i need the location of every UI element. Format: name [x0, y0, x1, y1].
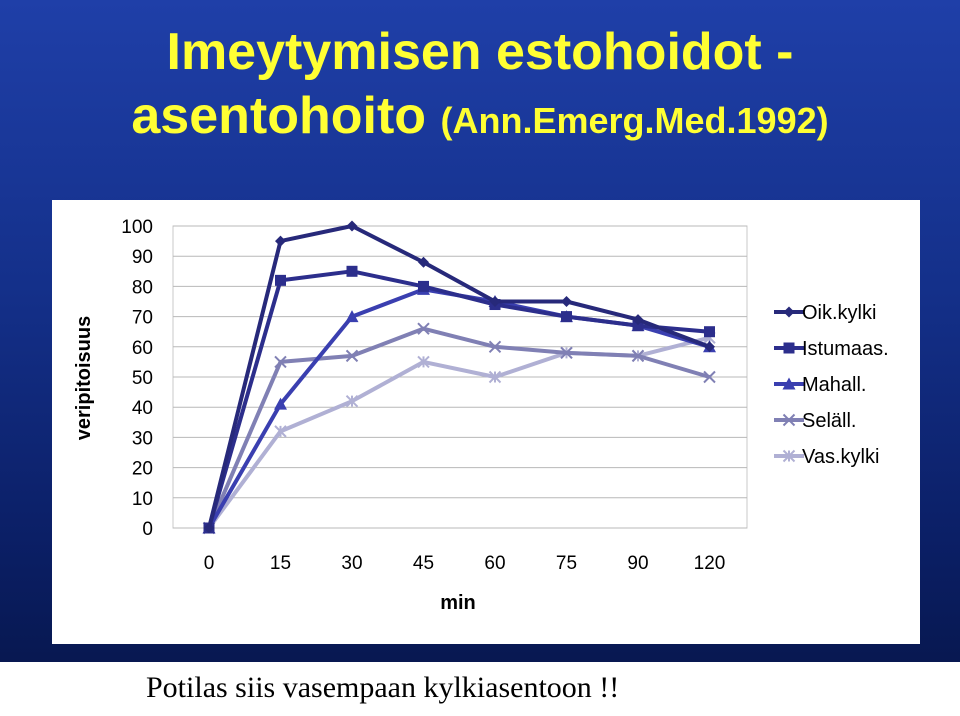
chart-panel: 0 10 20 30 40 50 60 70 80 90 100 0 15 30 45 60 75 90 120 mi… — [52, 200, 920, 644]
data-point — [632, 314, 644, 326]
legend-marker — [782, 377, 796, 390]
data-point — [631, 349, 645, 363]
x-tick-label: 0 — [204, 553, 215, 574]
data-point — [703, 370, 716, 384]
series-line — [207, 326, 711, 529]
legend-marker — [782, 449, 796, 463]
caption-bar — [0, 662, 960, 716]
y-tick-label: 0 — [142, 519, 153, 540]
legend-label: Seläll. — [802, 410, 856, 432]
data-point — [417, 355, 430, 369]
slide-title-line1: Imeytymisen estohoidot - — [166, 23, 794, 81]
data-point — [418, 280, 429, 292]
y-tick-label: 40 — [132, 398, 153, 419]
legend-label: Vas.kylki — [802, 446, 879, 468]
x-tick-label: 15 — [270, 553, 291, 574]
data-point — [489, 296, 501, 307]
data-point — [274, 425, 287, 438]
data-point — [561, 296, 572, 307]
x-tick-label: 30 — [341, 553, 362, 574]
y-tick-label: 80 — [132, 277, 153, 298]
data-point — [345, 394, 359, 408]
y-tick-label: 90 — [132, 247, 153, 268]
data-point — [274, 355, 287, 369]
data-point — [417, 322, 430, 335]
slide-title-line2: asentohoito (Ann.Emerg.Med.1992) — [0, 86, 960, 151]
x-tick-label: 90 — [627, 553, 648, 574]
x-tick-label: 60 — [484, 553, 505, 574]
y-tick-label: 20 — [132, 459, 153, 480]
data-point — [346, 220, 358, 232]
legend-marker — [782, 413, 796, 427]
x-tick-label: 120 — [694, 553, 726, 574]
series-line — [207, 224, 711, 529]
x-tick-label: 45 — [413, 553, 434, 574]
data-point — [488, 340, 502, 354]
slide-title-main: asentohoito — [131, 87, 427, 145]
data-point — [346, 265, 358, 277]
y-tick-label: 10 — [132, 489, 153, 510]
data-point — [632, 320, 644, 332]
legend-label: Mahall. — [802, 374, 866, 396]
slide-caption: Potilas siis vasempaan kylkiasentoon !! — [146, 671, 620, 704]
data-point — [418, 256, 429, 268]
y-tick-label: 60 — [132, 338, 153, 359]
y-tick-label: 30 — [132, 428, 153, 449]
data-point — [704, 341, 715, 353]
slide-title-citation: (Ann.Emerg.Med.1992) — [440, 100, 829, 141]
data-point — [488, 370, 502, 384]
y-axis-label: veripitoisuus — [73, 316, 95, 440]
series-line — [207, 269, 710, 529]
data-point — [345, 310, 359, 323]
data-point — [345, 349, 359, 363]
y-tick-label: 100 — [121, 217, 153, 238]
data-point — [275, 274, 286, 286]
data-point — [275, 235, 286, 247]
legend-label: Istumaas. — [802, 338, 889, 360]
y-tick-label: 50 — [132, 368, 153, 389]
data-point — [203, 522, 215, 534]
data-point — [274, 397, 287, 410]
data-point — [560, 346, 573, 360]
legend-marker — [783, 342, 795, 354]
x-axis-label: min — [440, 592, 476, 614]
legend-label: Oik.kylki — [802, 302, 876, 324]
data-point — [561, 311, 572, 323]
y-tick-label: 70 — [132, 308, 153, 329]
legend-marker — [783, 306, 795, 318]
line-chart: 0 10 20 30 40 50 60 70 80 90 100 0 15 30 45 60 75 90 120 mi… — [73, 217, 889, 614]
x-tick-label: 75 — [556, 553, 577, 574]
data-point — [704, 326, 715, 338]
